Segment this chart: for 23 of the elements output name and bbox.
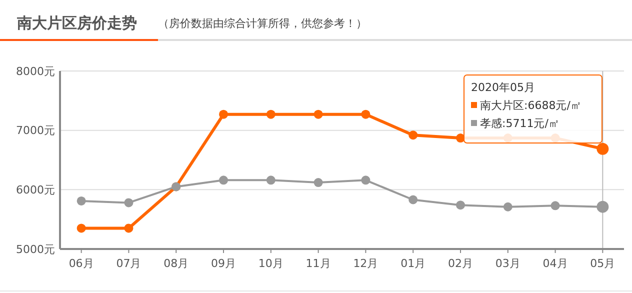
x-tick-label: 02月: [448, 257, 473, 270]
legend-title: 2020年05月: [471, 81, 535, 94]
x-tick-label: 09月: [211, 257, 236, 270]
y-tick-label: 5000元: [16, 242, 55, 256]
chart-title: 南大片区房价走势: [16, 14, 137, 32]
x-tick-label: 10月: [258, 257, 284, 270]
x-tick-label: 11月: [306, 257, 331, 270]
x-tick-label: 04月: [542, 257, 568, 270]
x-tick-label: 06月: [68, 257, 94, 270]
x-tick-label: 05月: [590, 257, 616, 270]
x-tick-label: 03月: [495, 257, 520, 270]
x-tick-label: 01月: [400, 257, 426, 270]
y-tick-label: 7000元: [16, 124, 55, 138]
annotation: :5711元/㎡: [502, 117, 560, 130]
annotation: :6688元/㎡: [524, 99, 582, 112]
chart-subtitle: （房价数据由综合计算所得，供您参考！）: [158, 17, 367, 30]
x-tick-label: 07月: [116, 257, 142, 270]
y-tick-label: 6000元: [16, 184, 55, 197]
legend-label: 南大片区: [480, 99, 524, 112]
legend-label: 孝感: [480, 117, 502, 130]
x-tick-label: 08月: [164, 257, 189, 270]
x-tick-label: 12月: [353, 257, 378, 270]
y-tick-label: 8000元: [16, 64, 55, 78]
